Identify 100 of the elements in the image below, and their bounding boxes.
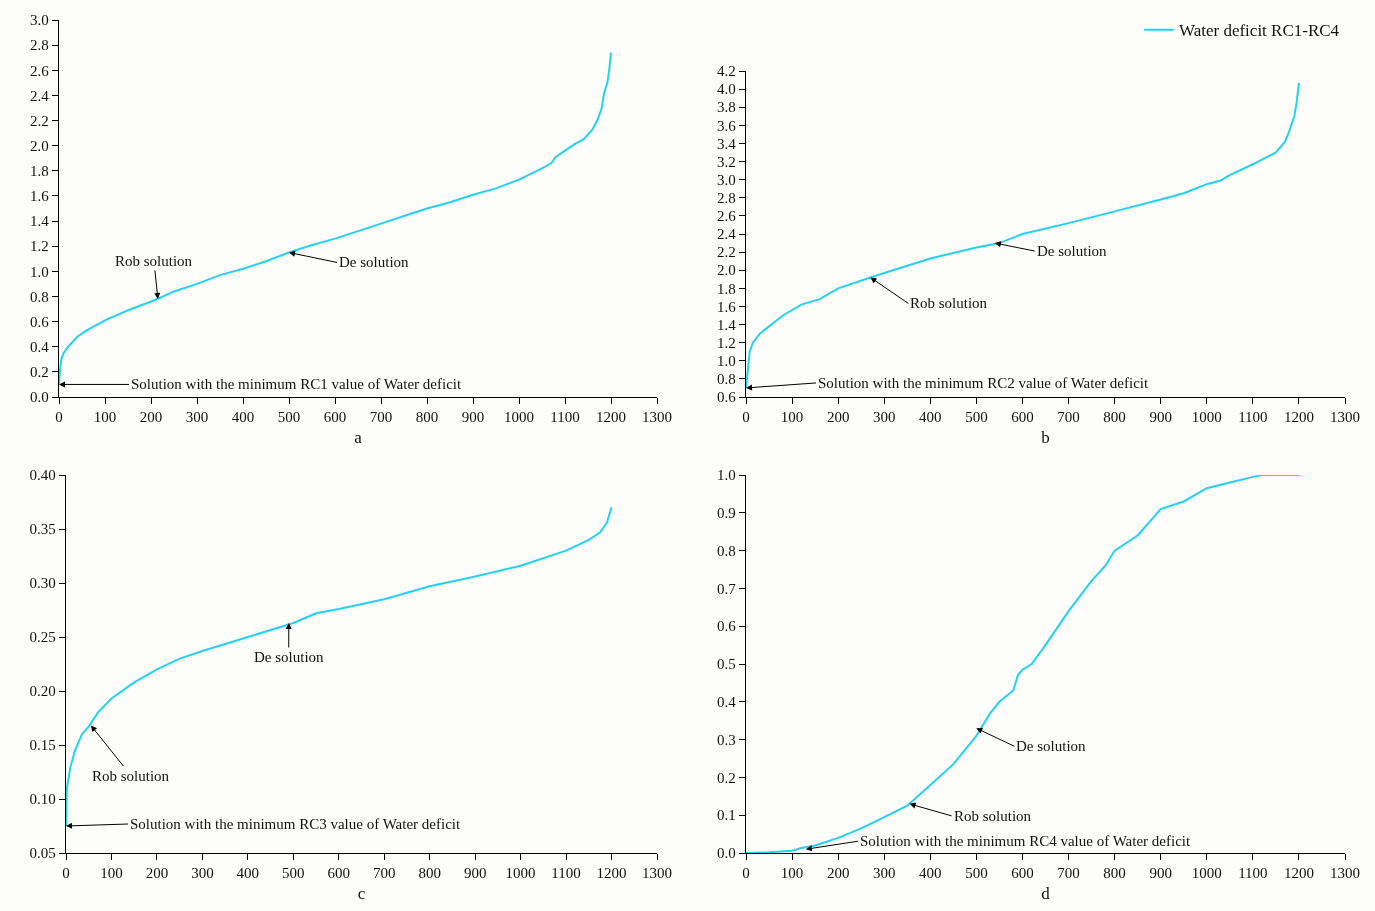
- x-tick-label: 800: [1103, 409, 1126, 426]
- annotation: De solution: [254, 649, 325, 665]
- y-tick-label: 0.3: [717, 731, 736, 748]
- x-tick-label: 200: [145, 865, 169, 882]
- y-tick-label: 0.15: [29, 737, 56, 754]
- y-tick-label: 0.35: [29, 521, 56, 538]
- x-axis-title: a: [354, 427, 363, 447]
- y-tick-label: 4.2: [717, 63, 736, 80]
- x-tick-label: 400: [236, 865, 260, 882]
- x-tick-label: 600: [327, 865, 351, 882]
- x-tick-label: 0: [62, 865, 70, 882]
- y-tick-label: 2.2: [717, 244, 736, 261]
- x-tick-label: 200: [139, 409, 163, 426]
- x-tick-label: 800: [418, 865, 441, 882]
- x-tick-label: 1300: [1330, 409, 1360, 426]
- x-tick-label: 900: [463, 865, 487, 882]
- x-tick-label: 400: [919, 865, 942, 882]
- x-tick-label: 300: [185, 409, 209, 426]
- y-tick-label: 0.05: [29, 845, 56, 862]
- x-tick-label: 1300: [1330, 865, 1360, 882]
- y-tick-label: 4.0: [717, 81, 736, 98]
- x-tick-label: 200: [826, 865, 850, 882]
- x-tick-label: 1000: [1191, 865, 1222, 882]
- x-tick-label: 600: [1011, 865, 1034, 882]
- annotation: De solution: [1037, 243, 1108, 259]
- x-tick-label: 1100: [551, 865, 581, 882]
- x-tick-label: 300: [191, 865, 214, 882]
- x-tick-label: 700: [1057, 865, 1080, 882]
- y-tick-label: 0.25: [29, 629, 56, 646]
- y-tick-label: 0.2: [30, 364, 49, 381]
- x-tick-label: 1200: [596, 409, 626, 426]
- line-series: [66, 506, 613, 827]
- legend-label: Water deficit RC1-RC4: [1179, 21, 1340, 41]
- x-tick-label: 300: [872, 409, 896, 426]
- y-tick-label: 0.8: [717, 542, 736, 559]
- line-series: [746, 81, 1300, 389]
- y-tick-label: 0.30: [29, 575, 56, 592]
- x-tick-label: 100: [780, 409, 804, 426]
- y-tick-label: 3.8: [717, 99, 736, 116]
- x-tick-label: 700: [372, 865, 396, 882]
- x-tick-label: 1300: [642, 409, 672, 426]
- x-tick-label: 400: [919, 409, 942, 426]
- x-tick-label: 800: [415, 409, 439, 426]
- y-tick-label: 0.6: [30, 313, 50, 330]
- y-tick-label: 0.4: [30, 338, 50, 355]
- x-tick-label: 1100: [1238, 409, 1268, 426]
- x-tick-label: 1000: [504, 409, 534, 426]
- annotation: De solution: [339, 254, 410, 270]
- y-tick-label: 0.9: [717, 505, 736, 522]
- y-tick-label: 2.0: [30, 137, 49, 154]
- y-tick-label: 0.4: [717, 694, 737, 711]
- x-tick-label: 0: [742, 409, 750, 426]
- x-axis-title: d: [1041, 883, 1051, 903]
- y-tick-label: 0.0: [717, 845, 736, 862]
- x-tick-label: 1200: [1283, 409, 1314, 426]
- annotation: Solution with the minimum RC4 value of Water deficit: [860, 833, 1191, 849]
- x-tick-label: 500: [277, 409, 301, 426]
- x-tick-label: 800: [1103, 865, 1126, 882]
- x-tick-label: 200: [826, 409, 850, 426]
- y-tick-label: 2.6: [30, 62, 50, 79]
- y-tick-label: 1.2: [30, 238, 49, 255]
- y-tick-label: 3.4: [717, 135, 737, 152]
- y-tick-label: 0.10: [29, 791, 56, 808]
- y-tick-label: 1.8: [717, 280, 736, 297]
- y-tick-label: 1.2: [717, 334, 736, 351]
- x-tick-label: 1100: [1238, 865, 1268, 882]
- y-tick-label: 0.8: [30, 288, 49, 305]
- y-tick-label: 0.20: [29, 683, 56, 700]
- x-tick-label: 1200: [1283, 865, 1314, 882]
- annotation: Rob solution: [92, 768, 170, 784]
- y-tick-label: 0.6: [717, 618, 737, 635]
- y-tick-label: 2.4: [30, 87, 50, 104]
- x-tick-label: 1000: [1191, 409, 1222, 426]
- x-tick-label: 1300: [642, 865, 672, 882]
- x-axis-title: b: [1041, 427, 1050, 447]
- x-tick-label: 700: [369, 409, 393, 426]
- y-tick-label: 1.4: [717, 316, 737, 333]
- x-tick-label: 600: [1011, 409, 1034, 426]
- x-tick-label: 100: [780, 865, 804, 882]
- x-tick-label: 500: [965, 865, 988, 882]
- y-tick-label: 2.4: [717, 226, 737, 243]
- x-tick-label: 1100: [550, 409, 580, 426]
- y-tick-label: 1.4: [30, 213, 50, 230]
- x-tick-label: 500: [282, 865, 305, 882]
- y-tick-label: 2.6: [717, 208, 737, 225]
- y-tick-label: 1.0: [717, 353, 736, 370]
- x-axis-title: c: [357, 883, 366, 903]
- y-tick-label: 1.6: [30, 188, 50, 205]
- y-tick-label: 0.5: [717, 656, 736, 673]
- x-tick-label: 300: [872, 865, 896, 882]
- annotation: Solution with the minimum RC2 value of Water deficit: [818, 375, 1149, 391]
- annotation: Solution with the minimum RC3 value of Water deficit: [130, 816, 461, 832]
- y-tick-label: 3.2: [717, 153, 736, 170]
- annotation: Solution with the minimum RC1 value of Water deficit: [131, 376, 462, 392]
- x-tick-label: 0: [55, 409, 63, 426]
- y-tick-label: 1.0: [717, 467, 736, 484]
- y-tick-label: 0.8: [717, 371, 736, 388]
- y-tick-label: 0.2: [717, 769, 736, 786]
- x-tick-label: 600: [323, 409, 347, 426]
- annotation: Rob solution: [115, 253, 193, 269]
